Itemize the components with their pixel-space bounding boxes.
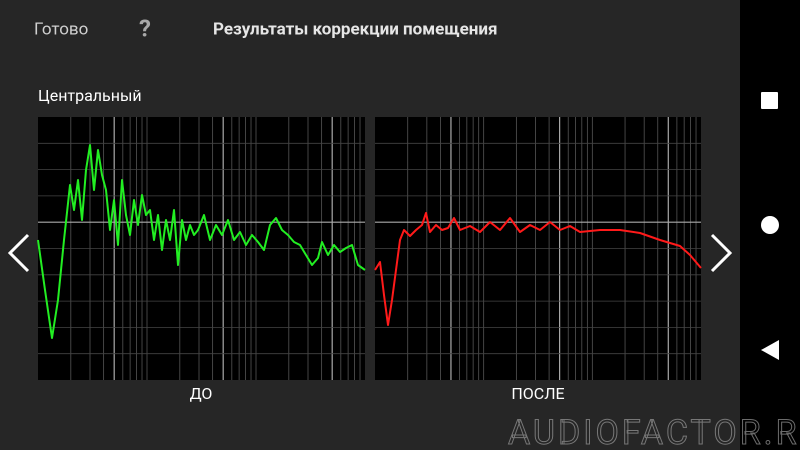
done-button[interactable]: Готово xyxy=(34,19,88,39)
prev-arrow[interactable] xyxy=(7,233,30,273)
home-button[interactable] xyxy=(761,216,779,234)
response-curve-before xyxy=(37,144,366,339)
page-title: Результаты коррекции помещения xyxy=(213,19,498,39)
plot-label: ДО xyxy=(190,384,213,403)
next-arrow[interactable] xyxy=(710,233,733,273)
watermark: AUDIOFACTOR.RU xyxy=(508,413,800,450)
channel-label: Центральный xyxy=(38,86,142,105)
response-curve-after xyxy=(374,212,702,326)
recents-button[interactable] xyxy=(761,92,778,109)
plot-after xyxy=(375,117,701,380)
plot-label: ПОСЛЕ xyxy=(511,384,564,403)
back-button[interactable] xyxy=(761,340,779,360)
plot-before xyxy=(38,117,365,380)
help-button[interactable]: ? xyxy=(139,14,151,42)
